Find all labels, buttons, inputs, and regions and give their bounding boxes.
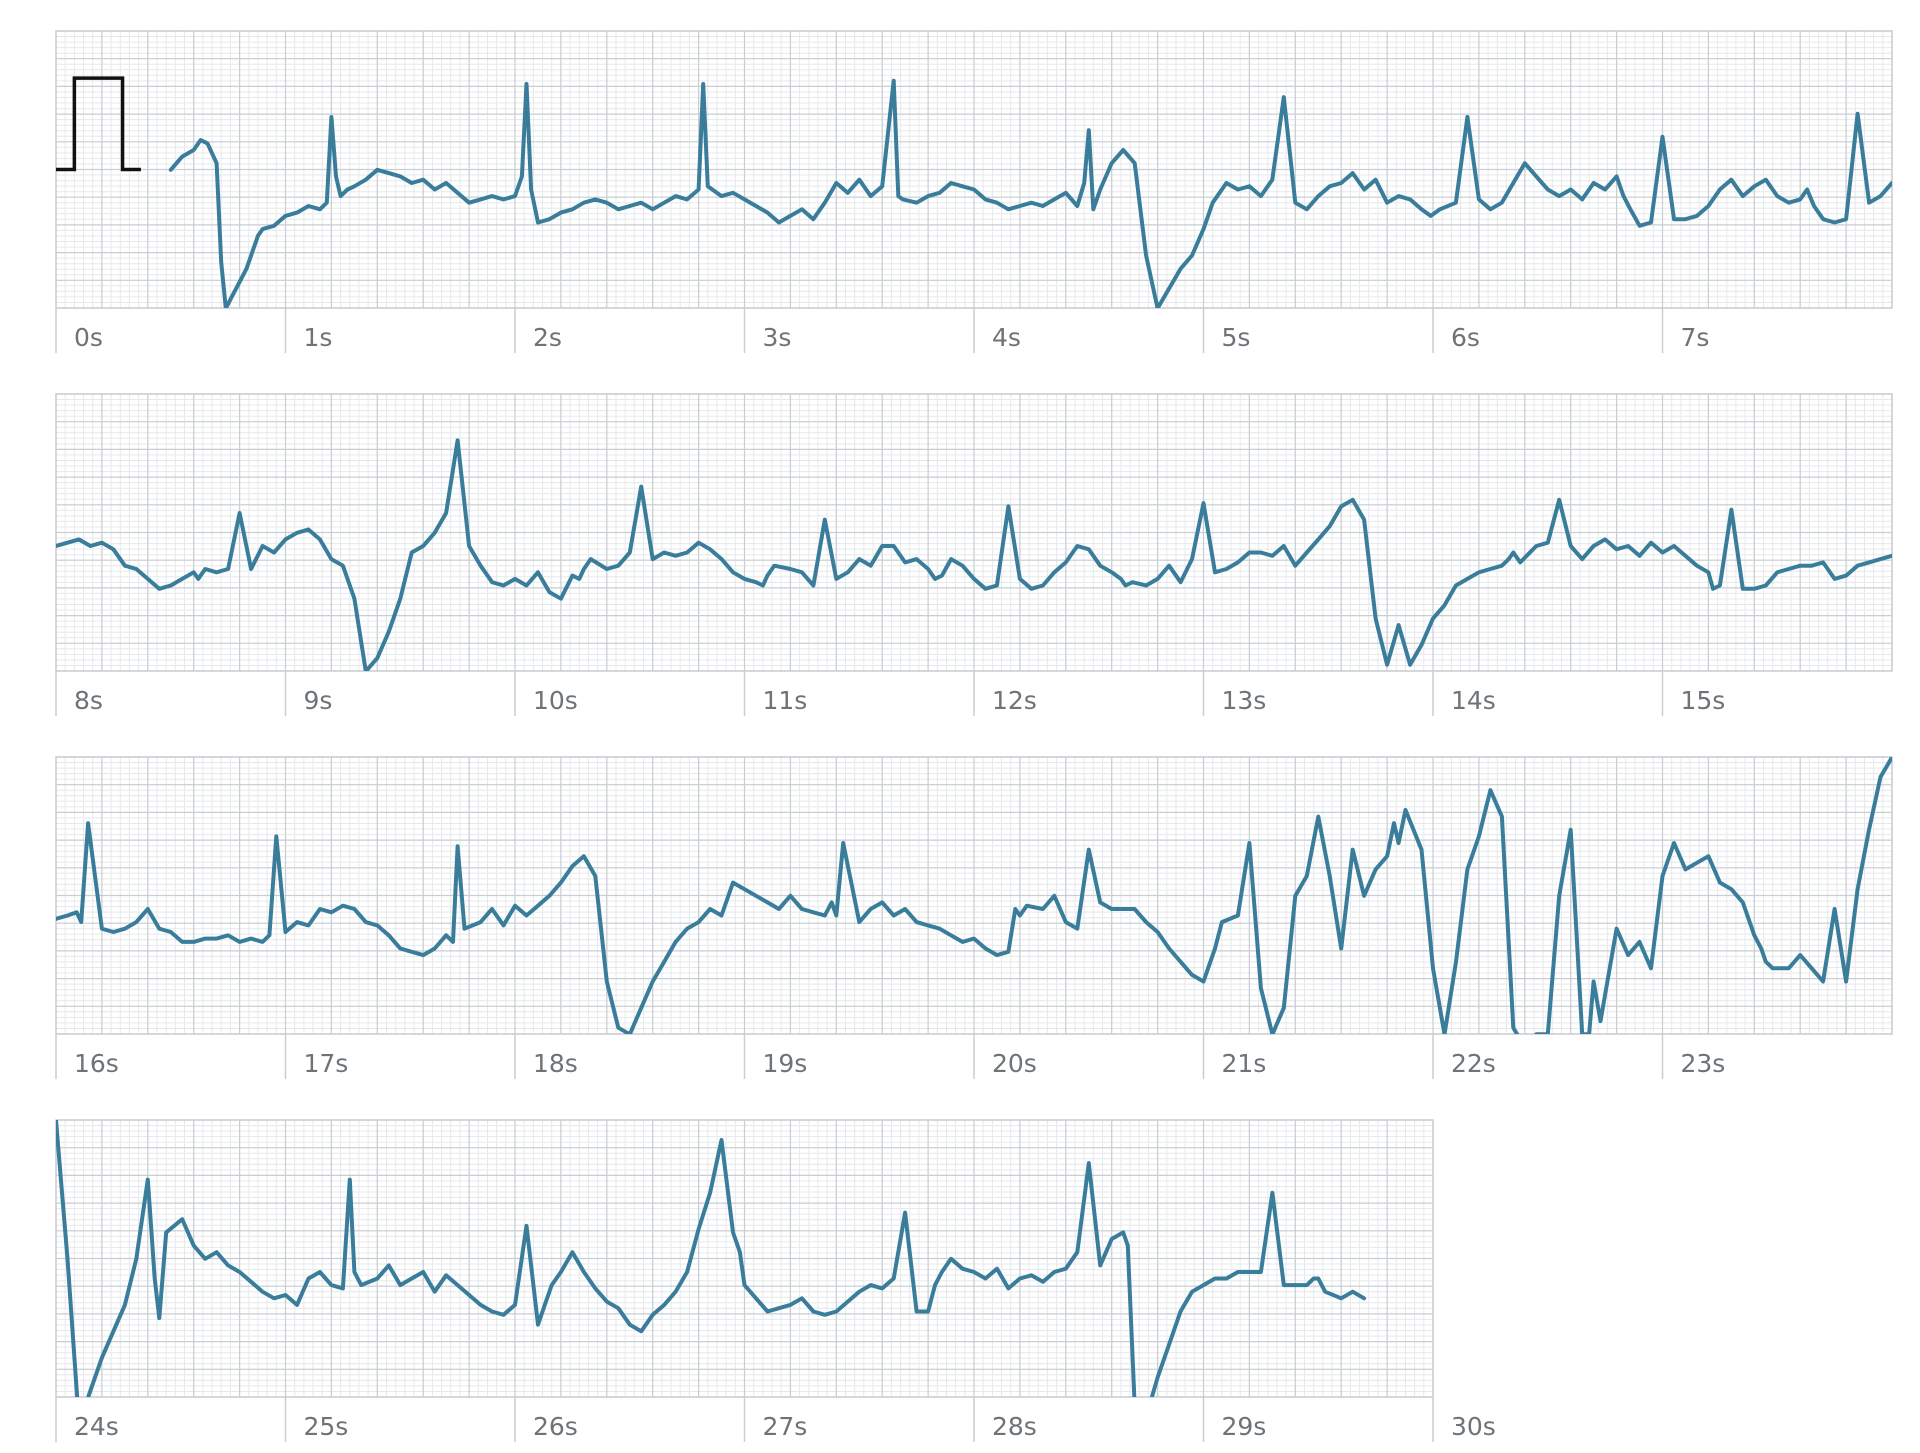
- x-tick-label: 14s: [1451, 686, 1496, 715]
- x-tick-label: 25s: [304, 1412, 349, 1441]
- chart-row-1: 8s 9s 10s 11s 12s 13s 14s 15s: [55, 393, 1893, 716]
- x-tick-label: 13s: [1222, 686, 1267, 715]
- x-tick-label: 0s: [74, 323, 103, 352]
- x-tick-label: 20s: [992, 1049, 1037, 1078]
- grid-major: [55, 756, 1893, 1035]
- x-tick-label: 2s: [533, 323, 562, 352]
- chart-rows: 0s 1s 2s 3s 4s 5s 6s 7s 8s 9s 10s 11s 12s 13s 14s 15s 16…: [55, 30, 1893, 1442]
- x-tick-label: 30s: [1451, 1412, 1496, 1441]
- x-tick-label: 28s: [992, 1412, 1037, 1441]
- x-tick-label: 22s: [1451, 1049, 1496, 1078]
- chart-row-2: 16s 17s 18s 19s 20s 21s 22s 23s: [55, 756, 1893, 1079]
- grid-major: [55, 393, 1893, 672]
- x-tick-label: 6s: [1451, 323, 1480, 352]
- x-tick-label: 7s: [1681, 323, 1710, 352]
- ecg-trace-segment: [168, 78, 1892, 308]
- ecg-trace-segment: [56, 1120, 1367, 1397]
- x-tick-label: 19s: [763, 1049, 808, 1078]
- x-tick-label: 16s: [74, 1049, 119, 1078]
- x-tick-label: 24s: [74, 1412, 119, 1441]
- x-tick-label: 4s: [992, 323, 1021, 352]
- x-tick-label: 15s: [1681, 686, 1726, 715]
- x-tick-label: 1s: [304, 323, 333, 352]
- grid-major: [55, 30, 1893, 309]
- x-tick-label: 5s: [1222, 323, 1251, 352]
- x-tick-label: 26s: [533, 1412, 578, 1441]
- ecg-trace-segment: [56, 757, 1892, 1034]
- x-tick-label: 29s: [1222, 1412, 1267, 1441]
- grid-major: [55, 1119, 1434, 1398]
- x-tick-label: 9s: [304, 686, 333, 715]
- chart-row-3: 24s 25s 26s 27s 28s 29s 30s: [55, 1119, 1496, 1442]
- x-tick-label: 18s: [533, 1049, 578, 1078]
- x-tick-label: 3s: [763, 323, 792, 352]
- calibration-pulse: [56, 76, 141, 172]
- x-tick-label: 23s: [1681, 1049, 1726, 1078]
- x-tick-label: 11s: [763, 686, 808, 715]
- x-tick-label: 17s: [304, 1049, 349, 1078]
- x-tick-label: 8s: [74, 686, 103, 715]
- x-tick-label: 12s: [992, 686, 1037, 715]
- x-tick-label: 10s: [533, 686, 578, 715]
- ecg-trace-segment: [56, 438, 1892, 671]
- x-tick-label: 27s: [763, 1412, 808, 1441]
- chart-row-0: 0s 1s 2s 3s 4s 5s 6s 7s: [55, 30, 1893, 353]
- x-tick-label: 21s: [1222, 1049, 1267, 1078]
